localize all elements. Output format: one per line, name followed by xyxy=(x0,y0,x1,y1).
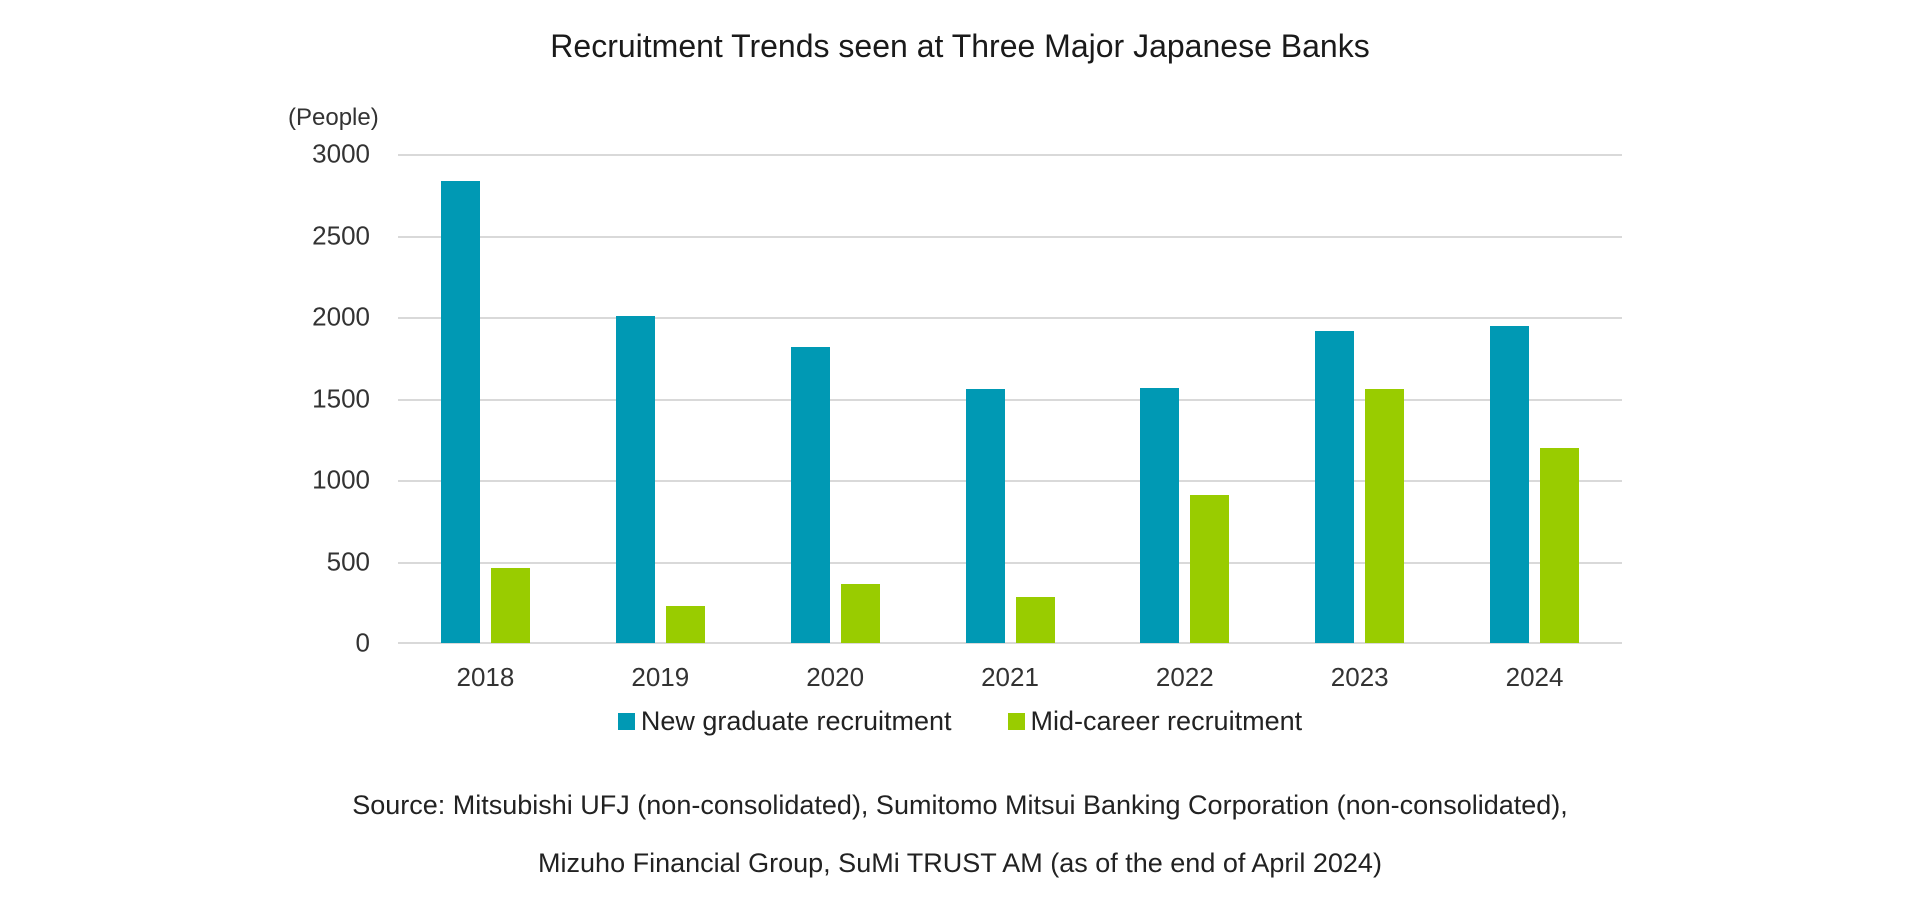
x-tick-label: 2020 xyxy=(806,662,865,692)
bar-new-graduate xyxy=(965,389,1005,643)
x-tick-label: 2022 xyxy=(1155,662,1214,692)
gridline xyxy=(398,154,1622,156)
x-axis-baseline xyxy=(398,642,1622,644)
bar-mid-career xyxy=(490,568,530,643)
y-tick-label: 0 xyxy=(355,627,370,658)
bar-mid-career xyxy=(840,584,880,643)
bar-new-graduate xyxy=(790,346,830,643)
y-tick-label: 500 xyxy=(326,546,370,576)
y-tick-label: 2500 xyxy=(312,220,370,250)
source-note-line-1: Source: Mitsubishi UFJ (non-consolidated… xyxy=(352,790,1568,820)
legend-swatch-mid-career xyxy=(1007,713,1025,730)
gridline xyxy=(398,480,1622,482)
bar-mid-career xyxy=(1540,447,1580,643)
legend: New graduate recruitment Mid-career recr… xyxy=(0,706,1920,737)
gridline xyxy=(398,235,1622,238)
y-axis-unit-label: (People) xyxy=(288,104,379,131)
legend-label: New graduate recruitment xyxy=(640,706,952,736)
bar-new-graduate xyxy=(1140,387,1180,643)
plot-area xyxy=(398,154,1622,644)
bar-new-graduate xyxy=(1490,325,1530,643)
bar-new-graduate xyxy=(440,181,480,643)
y-tick-label: 2000 xyxy=(312,301,370,332)
bar-mid-career xyxy=(665,605,705,643)
y-tick-label: 1500 xyxy=(312,383,370,413)
bar-mid-career xyxy=(1015,597,1055,643)
legend-swatch-new-graduate xyxy=(617,713,635,730)
bar-new-graduate xyxy=(615,316,655,643)
gridline xyxy=(398,317,1622,319)
x-tick-label: 2019 xyxy=(631,662,690,692)
legend-label: Mid-career recruitment xyxy=(1030,706,1303,736)
source-note-line-2: Mizuho Financial Group, SuMi TRUST AM (a… xyxy=(538,848,1382,878)
bar-new-graduate xyxy=(1315,330,1355,643)
legend-item-mid-career: Mid-career recruitment xyxy=(1007,706,1303,737)
bar-mid-career xyxy=(1190,494,1230,643)
legend-item-new-graduate: New graduate recruitment xyxy=(617,706,952,737)
y-tick-label: 1000 xyxy=(312,464,370,495)
x-tick-label: 2021 xyxy=(981,662,1039,692)
bar-mid-career xyxy=(1365,389,1405,643)
x-tick-label: 2018 xyxy=(456,662,515,692)
y-tick-label: 3000 xyxy=(312,138,370,169)
x-tick-label: 2023 xyxy=(1330,662,1389,692)
x-tick-label: 2024 xyxy=(1505,662,1564,692)
gridline xyxy=(398,561,1622,564)
gridline xyxy=(398,398,1622,401)
chart-title: Recruitment Trends seen at Three Major J… xyxy=(550,28,1370,64)
